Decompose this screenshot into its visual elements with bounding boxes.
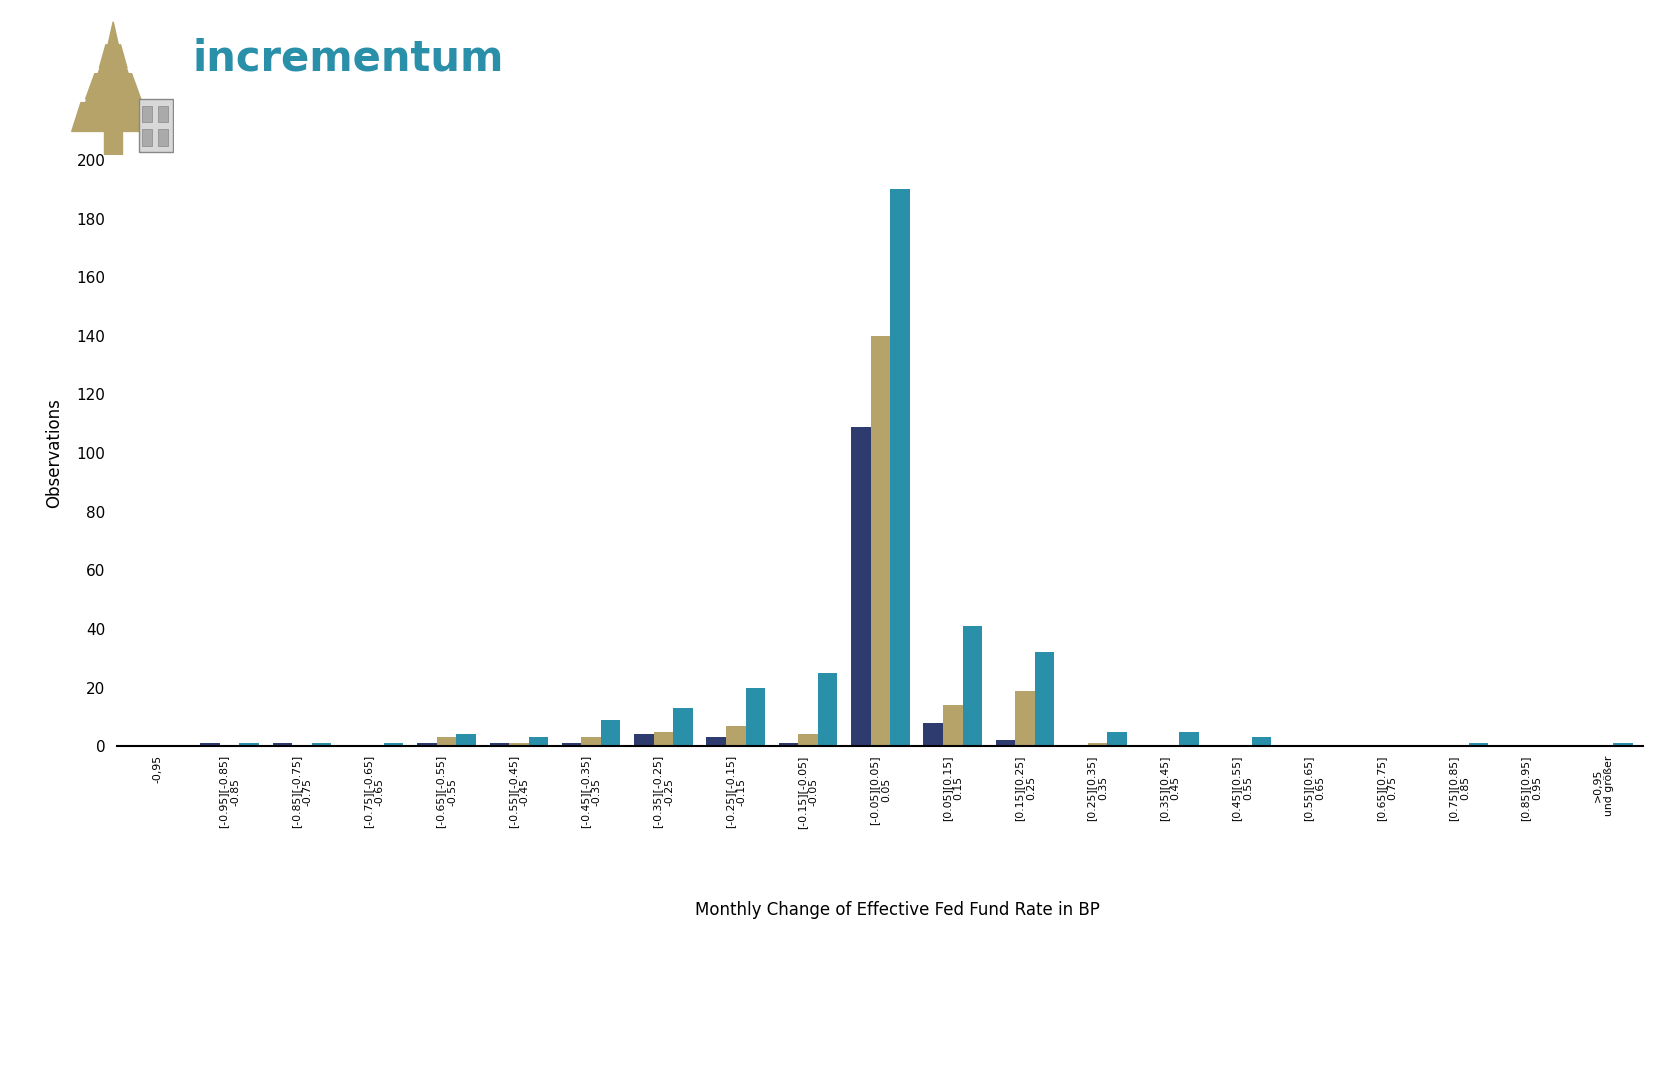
Bar bbox=[1088, 743, 1107, 746]
Bar bbox=[746, 688, 765, 746]
Bar bbox=[1251, 738, 1271, 746]
Bar bbox=[510, 743, 528, 746]
Bar bbox=[273, 743, 292, 746]
Polygon shape bbox=[80, 91, 146, 114]
Polygon shape bbox=[72, 102, 154, 131]
Bar bbox=[963, 626, 983, 746]
Polygon shape bbox=[94, 62, 131, 83]
Bar bbox=[582, 738, 600, 746]
Bar bbox=[384, 743, 404, 746]
Bar bbox=[890, 189, 909, 746]
Bar bbox=[996, 740, 1015, 746]
Bar bbox=[240, 743, 258, 746]
Bar bbox=[654, 731, 672, 746]
Polygon shape bbox=[86, 74, 141, 99]
Y-axis label: Observations: Observations bbox=[45, 398, 62, 508]
Bar bbox=[726, 726, 746, 746]
Bar bbox=[1469, 743, 1487, 746]
Bar bbox=[1015, 691, 1035, 746]
Bar bbox=[528, 738, 548, 746]
Text: incrementum: incrementum bbox=[193, 37, 505, 79]
Bar bbox=[924, 723, 942, 746]
Text: Monthly Change of Effective Fed Fund Rate in BP: Monthly Change of Effective Fed Fund Rat… bbox=[694, 901, 1100, 919]
Bar bbox=[200, 743, 220, 746]
Bar bbox=[562, 743, 582, 746]
Bar bbox=[870, 336, 890, 746]
Bar bbox=[798, 734, 818, 746]
Bar bbox=[818, 673, 837, 746]
Bar bbox=[942, 706, 963, 746]
Bar bbox=[672, 708, 693, 746]
Bar bbox=[600, 720, 620, 746]
Bar bbox=[418, 743, 436, 746]
Bar bbox=[1107, 731, 1127, 746]
Bar bbox=[1035, 652, 1055, 746]
Bar bbox=[852, 426, 870, 746]
Bar bbox=[312, 743, 330, 746]
Bar bbox=[634, 734, 654, 746]
FancyBboxPatch shape bbox=[158, 106, 168, 123]
Polygon shape bbox=[107, 21, 119, 50]
FancyBboxPatch shape bbox=[139, 99, 173, 151]
FancyBboxPatch shape bbox=[143, 129, 153, 146]
Bar bbox=[490, 743, 510, 746]
Polygon shape bbox=[99, 45, 127, 68]
Bar bbox=[436, 738, 456, 746]
Bar bbox=[778, 743, 798, 746]
Bar bbox=[1179, 731, 1199, 746]
Polygon shape bbox=[104, 126, 122, 155]
FancyBboxPatch shape bbox=[158, 129, 168, 146]
FancyBboxPatch shape bbox=[143, 106, 153, 123]
Bar bbox=[706, 738, 726, 746]
Bar bbox=[456, 734, 476, 746]
Bar bbox=[1613, 743, 1633, 746]
